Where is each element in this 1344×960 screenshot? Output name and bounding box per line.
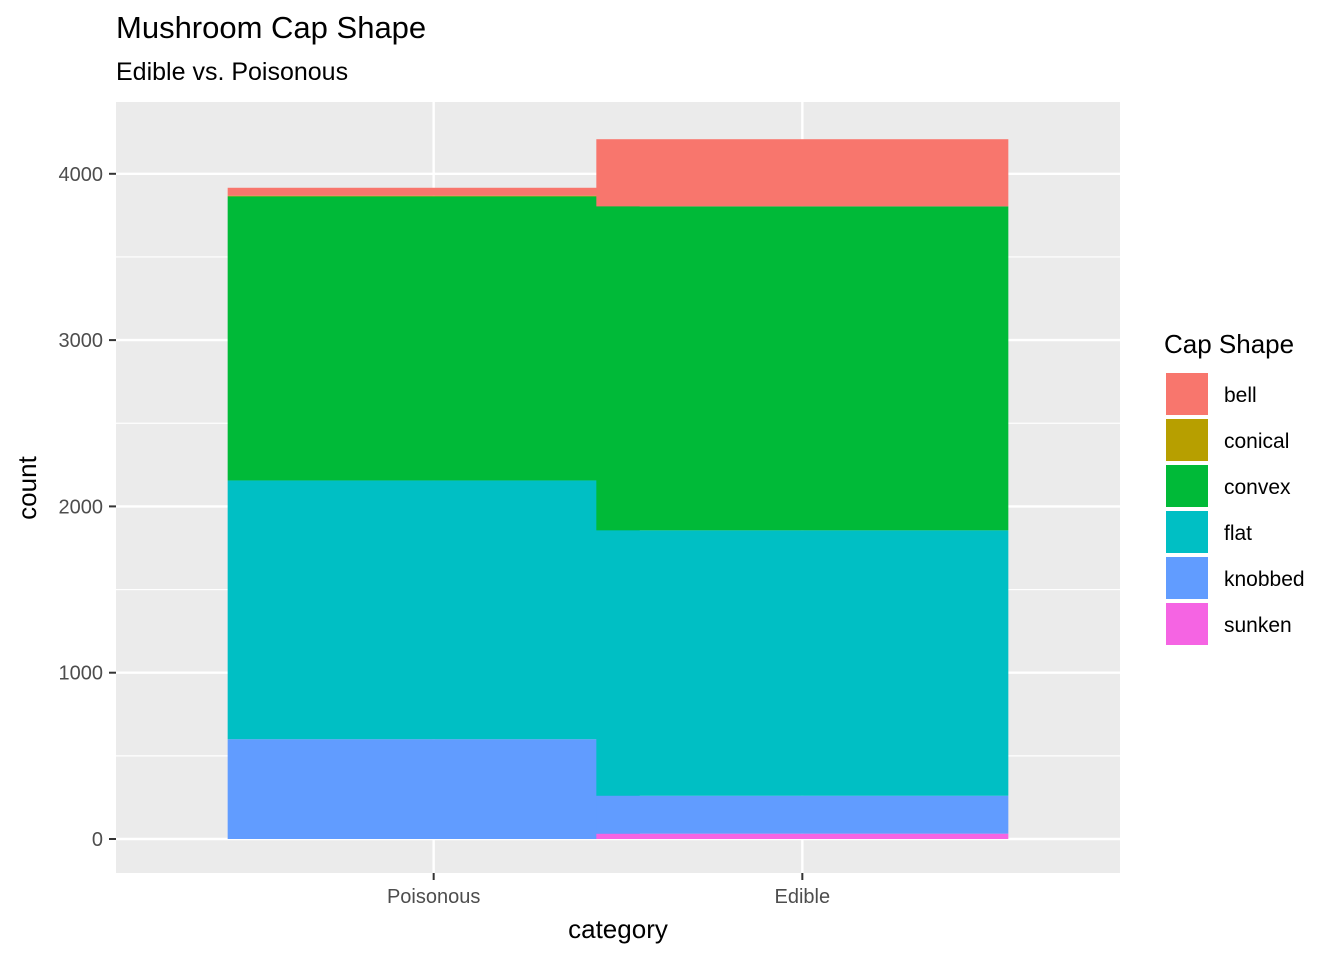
legend-title: Cap Shape <box>1164 329 1294 359</box>
legend-label-flat: flat <box>1224 522 1252 545</box>
legend-swatch-bell <box>1166 373 1208 415</box>
bar-flat-poisonous <box>227 480 640 740</box>
x-axis: Poisonous Edible <box>387 873 830 908</box>
x-tick-label: Edible <box>775 886 831 908</box>
bar-convex-edible <box>596 206 1009 531</box>
legend-label-bell: bell <box>1224 384 1257 407</box>
x-tick-label: Poisonous <box>387 886 480 908</box>
legend-label-sunken: sunken <box>1224 614 1292 637</box>
legend-swatch-knobbed <box>1166 557 1208 599</box>
bar-knobbed-poisonous <box>227 739 640 839</box>
x-axis-title: category <box>568 914 668 944</box>
bar-knobbed-edible <box>596 795 1009 834</box>
chart-title: Mushroom Cap Shape <box>116 10 427 45</box>
legend-swatch-flat <box>1166 511 1208 553</box>
bar-bell-poisonous <box>227 187 640 196</box>
bar-conical-poisonous <box>227 195 640 197</box>
legend-swatch-convex <box>1166 465 1208 507</box>
chart-subtitle: Edible vs. Poisonous <box>116 58 349 86</box>
legend-swatch-sunken <box>1166 603 1208 645</box>
bar-sunken-edible <box>596 833 1009 839</box>
legend-swatch-conical <box>1166 419 1208 461</box>
y-tick-label: 0 <box>92 829 103 851</box>
y-tick-label: 2000 <box>59 496 104 518</box>
legend-label-conical: conical <box>1224 430 1289 453</box>
y-axis: 0 1000 2000 3000 4000 <box>59 164 116 851</box>
y-tick-label: 3000 <box>59 330 104 352</box>
legend: Cap Shape bell conical convex flat knobbed su… <box>1164 329 1305 645</box>
bar-flat-edible <box>596 530 1009 796</box>
bar-bell-edible <box>596 139 1009 207</box>
y-tick-label: 4000 <box>59 164 104 186</box>
y-tick-label: 1000 <box>59 663 104 685</box>
legend-label-convex: convex <box>1224 476 1291 499</box>
y-axis-title: count <box>12 455 42 519</box>
bars <box>227 139 1009 839</box>
bar-convex-poisonous <box>227 196 640 481</box>
legend-label-knobbed: knobbed <box>1224 568 1305 591</box>
